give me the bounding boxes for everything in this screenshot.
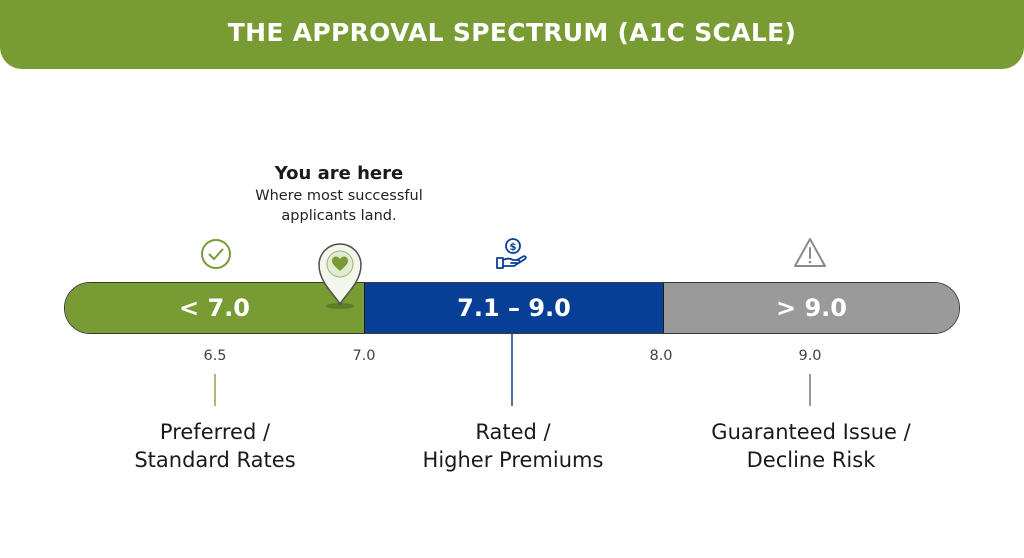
hand-coin-icon: $: [496, 238, 527, 269]
callout-title: You are here: [274, 163, 404, 184]
connector-line-rated: [511, 334, 513, 406]
segment-label-preferred: < 7.0: [179, 294, 250, 322]
zone-label-decline: Guaranteed Issue / Decline Risk: [681, 418, 941, 474]
a1c-spectrum-bar: < 7.0 7.1 – 9.0 > 9.0: [64, 282, 960, 334]
zone-label-rated-line1: Rated /: [475, 420, 551, 444]
header-banner: THE APPROVAL SPECTRUM (A1C SCALE): [0, 0, 1024, 69]
zone-label-rated-line2: Higher Premiums: [422, 448, 604, 472]
zone-label-preferred-line2: Standard Rates: [134, 448, 296, 472]
zone-label-preferred: Preferred / Standard Rates: [85, 418, 345, 474]
segment-decline: > 9.0: [664, 283, 959, 333]
svg-text:$: $: [510, 242, 517, 253]
segment-preferred: < 7.0: [65, 283, 364, 333]
connector-line-decline: [809, 374, 811, 406]
segment-rated: 7.1 – 9.0: [364, 283, 664, 333]
zone-label-rated: Rated / Higher Premiums: [383, 418, 643, 474]
segment-label-decline: > 9.0: [776, 294, 847, 322]
check-circle-icon: [201, 239, 231, 269]
callout-subtitle-line1: Where most successful: [255, 188, 423, 204]
warning-triangle-icon: [794, 238, 826, 267]
zone-label-preferred-line1: Preferred /: [159, 420, 271, 444]
zone-label-decline-line1: Guaranteed Issue /: [711, 420, 911, 444]
segment-label-rated: 7.1 – 9.0: [457, 294, 571, 322]
tick-label-9-0: 9.0: [798, 348, 822, 364]
you-are-here-callout: You are here Where most successful appli…: [214, 162, 464, 226]
tick-label-8-0: 8.0: [649, 348, 673, 364]
callout-subtitle-line2: applicants land.: [281, 208, 397, 224]
tick-label-6-5: 6.5: [203, 348, 227, 364]
page-title: THE APPROVAL SPECTRUM (A1C SCALE): [227, 18, 797, 47]
tick-label-7-0: 7.0: [352, 348, 376, 364]
zone-label-decline-line2: Decline Risk: [746, 448, 876, 472]
connector-line-preferred: [214, 374, 216, 406]
location-pin-heart-icon: [318, 243, 362, 309]
